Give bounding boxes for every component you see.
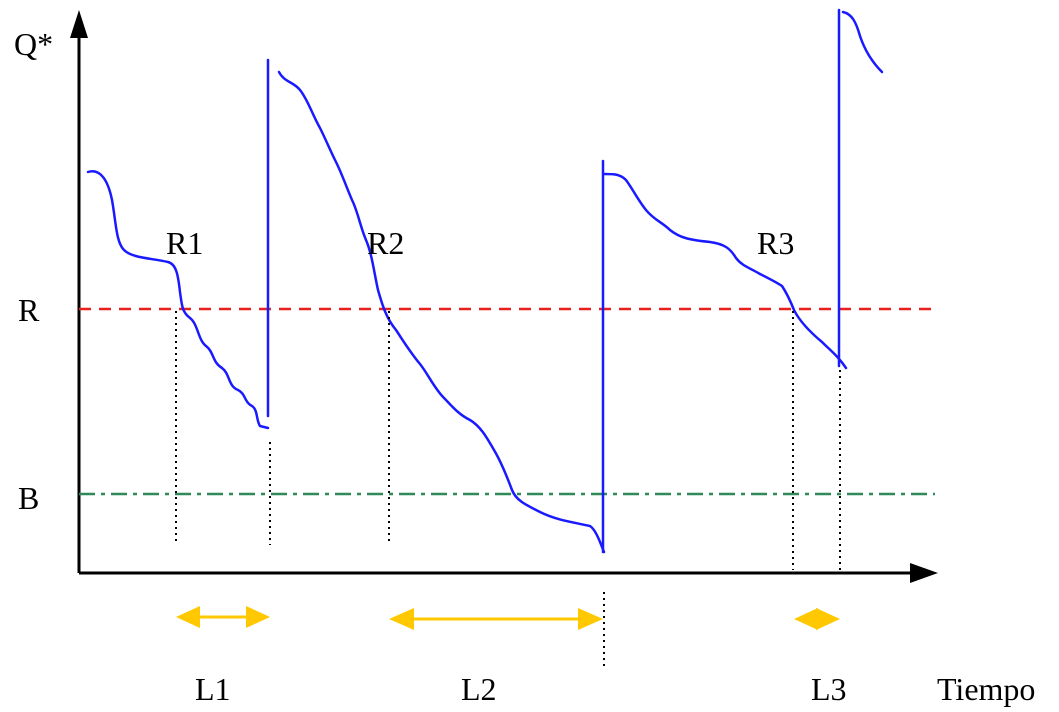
safety-level-label: B bbox=[18, 480, 39, 516]
inventory-cycle-2 bbox=[277, 70, 606, 554]
x-axis-arrowhead bbox=[910, 563, 938, 583]
lead-time-arrow-1 bbox=[176, 606, 270, 628]
y-axis-label: Q* bbox=[14, 26, 53, 62]
reorder-point-label-1: R1 bbox=[166, 225, 203, 261]
lead-time-arrow-2 bbox=[389, 608, 603, 630]
inventory-cycle-4 bbox=[841, 10, 884, 74]
lead-time-arrow-3 bbox=[794, 608, 840, 630]
inventory-curve bbox=[86, 8, 884, 554]
reorder-point-label-3: R3 bbox=[757, 225, 794, 261]
inventory-cycle-3 bbox=[602, 172, 848, 370]
inventory-cycle-1 bbox=[86, 170, 270, 430]
axes bbox=[70, 10, 938, 583]
reorder-point-label-2: R2 bbox=[367, 225, 404, 261]
lead-time-label-2: L2 bbox=[461, 671, 497, 707]
drop-lines bbox=[175, 311, 841, 668]
labels: Q* R B R1 R2 R3 L1 L2 L3 Tiempo bbox=[14, 26, 1035, 707]
lead-time-arrows bbox=[176, 606, 840, 630]
x-axis-label: Tiempo bbox=[937, 671, 1035, 707]
lead-time-label-3: L3 bbox=[811, 671, 847, 707]
reorder-level-label: R bbox=[18, 292, 40, 328]
lead-time-label-1: L1 bbox=[195, 671, 231, 707]
y-axis-arrowhead bbox=[70, 10, 88, 38]
